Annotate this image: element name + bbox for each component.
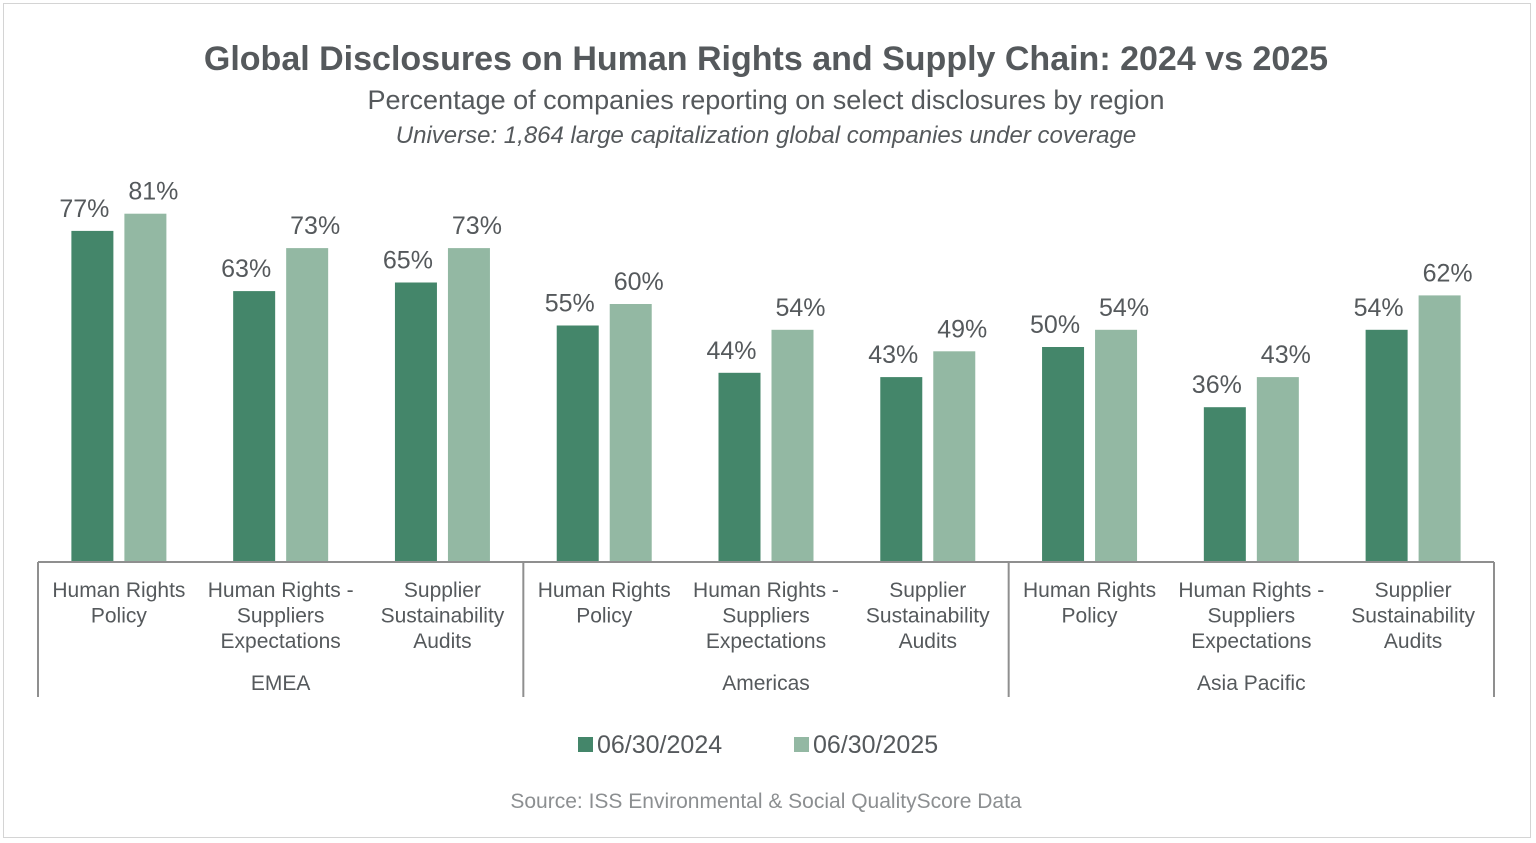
bar-asia-pacific-2-s0: [1365, 329, 1408, 562]
group-label: Americas: [722, 672, 810, 695]
plot-area: 77% 81% Human Rights Policy 63% 73% Human Righ…: [37, 178, 1495, 697]
bar-asia-pacific-0-s0: [1042, 347, 1085, 562]
data-label: 73%: [452, 212, 502, 240]
bar-emea-1-s0: [233, 291, 276, 562]
legend-label: 06/30/2024: [597, 731, 722, 759]
bar-emea-0-s1: [124, 213, 167, 562]
data-label: 49%: [937, 315, 987, 343]
category-tick-label: Supplier Sustainability Audits: [866, 579, 990, 653]
bar-americas-1-s0: [718, 372, 761, 562]
category-tick-label: Human Rights -Suppliers Expectations: [1178, 579, 1324, 653]
data-label: 50%: [1030, 311, 1080, 339]
category-tick-label: Human Rights -Suppliers Expectations: [208, 579, 354, 653]
group-label: Asia Pacific: [1197, 672, 1306, 695]
data-label: 54%: [1099, 294, 1149, 322]
bar-asia-pacific-2-s1: [1418, 295, 1461, 562]
bar-emea-1-s1: [286, 248, 329, 562]
bar-americas-1-s1: [771, 329, 814, 562]
chart-title: Global Disclosures on Human Rights and S…: [204, 40, 1328, 78]
legend-swatch: [794, 737, 809, 752]
data-label: 77%: [59, 195, 109, 223]
group-label: EMEA: [251, 672, 311, 695]
data-label: 36%: [1192, 371, 1242, 399]
bar-americas-0-s0: [556, 325, 599, 562]
data-label: 62%: [1423, 259, 1473, 287]
category-tick-label: Human Rights -Suppliers Expectations: [693, 579, 839, 653]
data-label: 65%: [383, 247, 433, 275]
data-label: 54%: [775, 294, 825, 322]
category-tick-label: Supplier Sustainability Audits: [381, 579, 505, 653]
data-label: 63%: [221, 255, 271, 283]
chart-note: Universe: 1,864 large capitalization glo…: [396, 122, 1136, 149]
bar-emea-2-s0: [394, 282, 437, 562]
data-label: 55%: [545, 290, 595, 318]
bar-emea-2-s1: [447, 248, 490, 562]
data-label: 44%: [706, 337, 756, 365]
legend-swatch: [578, 737, 593, 752]
category-tick-label: Human Rights Policy: [1023, 579, 1156, 628]
bar-americas-0-s1: [609, 304, 652, 562]
data-label: 54%: [1354, 294, 1404, 322]
category-tick-label: Human Rights Policy: [538, 579, 671, 628]
category-tick-label: Supplier Sustainability Audits: [1351, 579, 1475, 653]
bar-asia-pacific-1-s1: [1256, 377, 1299, 562]
data-label: 81%: [128, 178, 178, 206]
bar-asia-pacific-1-s0: [1203, 407, 1246, 562]
bar-asia-pacific-0-s1: [1095, 329, 1138, 562]
data-label: 43%: [1261, 341, 1311, 369]
data-label: 60%: [614, 268, 664, 296]
data-label: 73%: [290, 212, 340, 240]
chart-subtitle: Percentage of companies reporting on sel…: [368, 85, 1165, 115]
legend-label: 06/30/2025: [813, 731, 938, 759]
legend: 06/30/2024 06/30/2025: [578, 731, 938, 759]
bar-emea-0-s0: [71, 230, 114, 562]
bar-americas-2-s1: [933, 351, 976, 562]
chart-source: Source: ISS Environmental & Social Quali…: [510, 790, 1022, 813]
bar-americas-2-s0: [880, 377, 923, 562]
category-tick-label: Human Rights Policy: [52, 579, 185, 628]
data-label: 43%: [868, 341, 918, 369]
